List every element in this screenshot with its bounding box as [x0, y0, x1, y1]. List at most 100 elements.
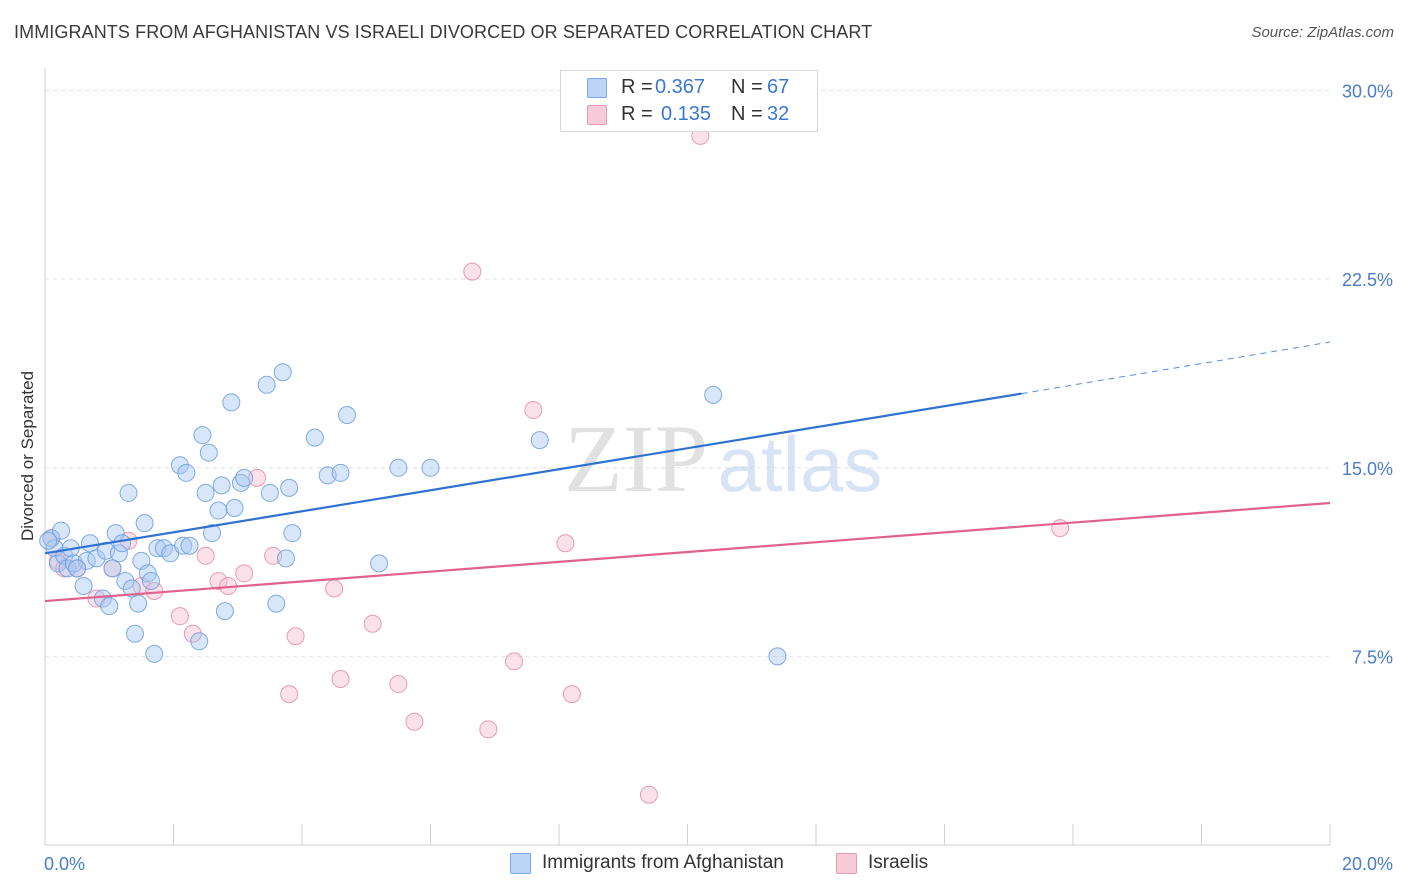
afghanistan-point	[80, 534, 99, 553]
afghanistan-point	[276, 549, 295, 568]
afghanistan-point	[370, 554, 389, 573]
y-tick-label: 15.0%	[1342, 459, 1393, 479]
afghanistan-point	[93, 589, 112, 608]
tick-labels: 7.5% 15.0% 22.5% 30.0% 0.0% 20.0%	[44, 82, 1393, 874]
legend-n-label: N =	[731, 103, 763, 125]
legend-label: Israelis	[868, 852, 929, 873]
israelis-point	[196, 546, 215, 565]
afghanistan-point	[337, 405, 356, 424]
legend-r-value: 0.135	[661, 103, 712, 125]
legend-r-label: R =	[621, 76, 653, 98]
afghanistan-point	[704, 385, 723, 404]
afghanistan-point	[119, 483, 138, 502]
israelis-point	[331, 670, 350, 689]
afghanistan-point	[203, 524, 222, 543]
afghanistan-point	[389, 458, 408, 477]
afghanistan-point	[113, 534, 132, 553]
afghanistan-point	[199, 443, 218, 462]
afghanistan-point	[129, 594, 148, 613]
y-tick-label: 22.5%	[1342, 270, 1393, 290]
legend-r-label: R =	[621, 103, 653, 125]
afghanistan-point	[257, 375, 276, 394]
x-tick-label: 20.0%	[1342, 854, 1393, 874]
axes	[44, 68, 1331, 846]
afghanistan-point	[225, 499, 244, 518]
israelis-point	[170, 607, 189, 626]
israelis-point	[405, 712, 424, 731]
afghanistan-point	[209, 501, 228, 520]
afghanistan-point	[109, 544, 128, 563]
afghanistan-point	[235, 468, 254, 487]
afghanistan-point	[103, 559, 122, 578]
source-label: Source: ZipAtlas.com	[1251, 24, 1394, 41]
series-legend: Immigrants from Afghanistan Israelis	[0, 852, 1406, 878]
israelis-point	[209, 571, 228, 590]
israelis-point	[248, 468, 267, 487]
watermark-atlas: atlas	[718, 420, 883, 508]
legend-swatch-pink	[836, 853, 857, 874]
chart-title: IMMIGRANTS FROM AFGHANISTAN VS ISRAELI D…	[14, 22, 873, 42]
israelis-point	[363, 614, 382, 633]
israelis-trend-line	[44, 501, 1331, 603]
afghanistan-point	[212, 476, 231, 495]
afghanistan-point	[331, 463, 350, 482]
legend-swatch-blue	[510, 853, 531, 874]
afghanistan-point	[116, 571, 135, 590]
afghanistan-point	[267, 594, 286, 613]
afghanistan-point	[305, 428, 324, 447]
afghanistan-point	[273, 363, 292, 382]
afghanistan-point	[170, 456, 189, 475]
israelis-point	[235, 564, 254, 583]
legend-r-value: 0.367	[655, 76, 706, 98]
israelis-point	[556, 534, 575, 553]
israelis-point	[389, 675, 408, 694]
trend-lines	[44, 341, 1331, 603]
afghanistan-point	[145, 644, 164, 663]
legend-n-value: 67	[767, 76, 790, 98]
israelis-point	[325, 579, 344, 598]
israelis-point	[183, 624, 202, 643]
afghanistan-point	[180, 536, 199, 555]
afghanistan-point	[193, 426, 212, 445]
israelis-points	[42, 126, 1070, 804]
afghanistan-point	[190, 632, 209, 651]
afghanistan-point	[283, 524, 302, 543]
afghanistan-point	[52, 521, 71, 540]
y-tick-label: 30.0%	[1342, 82, 1393, 102]
afghanistan-point	[260, 483, 279, 502]
israelis-point	[505, 652, 524, 671]
afghanistan-point	[68, 559, 87, 578]
afghanistan-point	[74, 576, 93, 595]
afghanistan-point	[222, 393, 241, 412]
israelis-point	[524, 400, 543, 419]
x-tick-label: 0.0%	[44, 854, 85, 874]
afghanistan-point	[215, 602, 234, 621]
afghanistan-point	[231, 473, 250, 492]
afghanistan-point	[174, 536, 193, 555]
afghanistan-point	[87, 549, 106, 568]
afghanistan-trend-line	[44, 392, 1022, 555]
israelis-point	[639, 785, 658, 804]
israelis-point	[286, 627, 305, 646]
israelis-point	[479, 720, 498, 739]
afghanistan-point	[39, 531, 58, 550]
afghanistan-point	[125, 624, 144, 643]
afghanistan-point	[530, 431, 549, 450]
israelis-point	[463, 262, 482, 281]
afghanistan-trend-extension	[1021, 341, 1331, 395]
afghanistan-point	[142, 571, 161, 590]
afghanistan-point	[421, 458, 440, 477]
afghanistan-point	[135, 514, 154, 533]
afghanistan-point	[100, 597, 119, 616]
afghanistan-point	[48, 554, 67, 573]
israelis-point	[280, 685, 299, 704]
afghanistan-point	[280, 478, 299, 497]
israelis-point	[562, 685, 581, 704]
legend-n-label: N =	[731, 76, 763, 98]
legend-label: Immigrants from Afghanistan	[542, 852, 784, 873]
legend-swatch-blue	[587, 78, 607, 98]
afghanistan-point	[196, 483, 215, 502]
afghanistan-point	[42, 529, 61, 548]
y-tick-label: 7.5%	[1352, 647, 1393, 667]
